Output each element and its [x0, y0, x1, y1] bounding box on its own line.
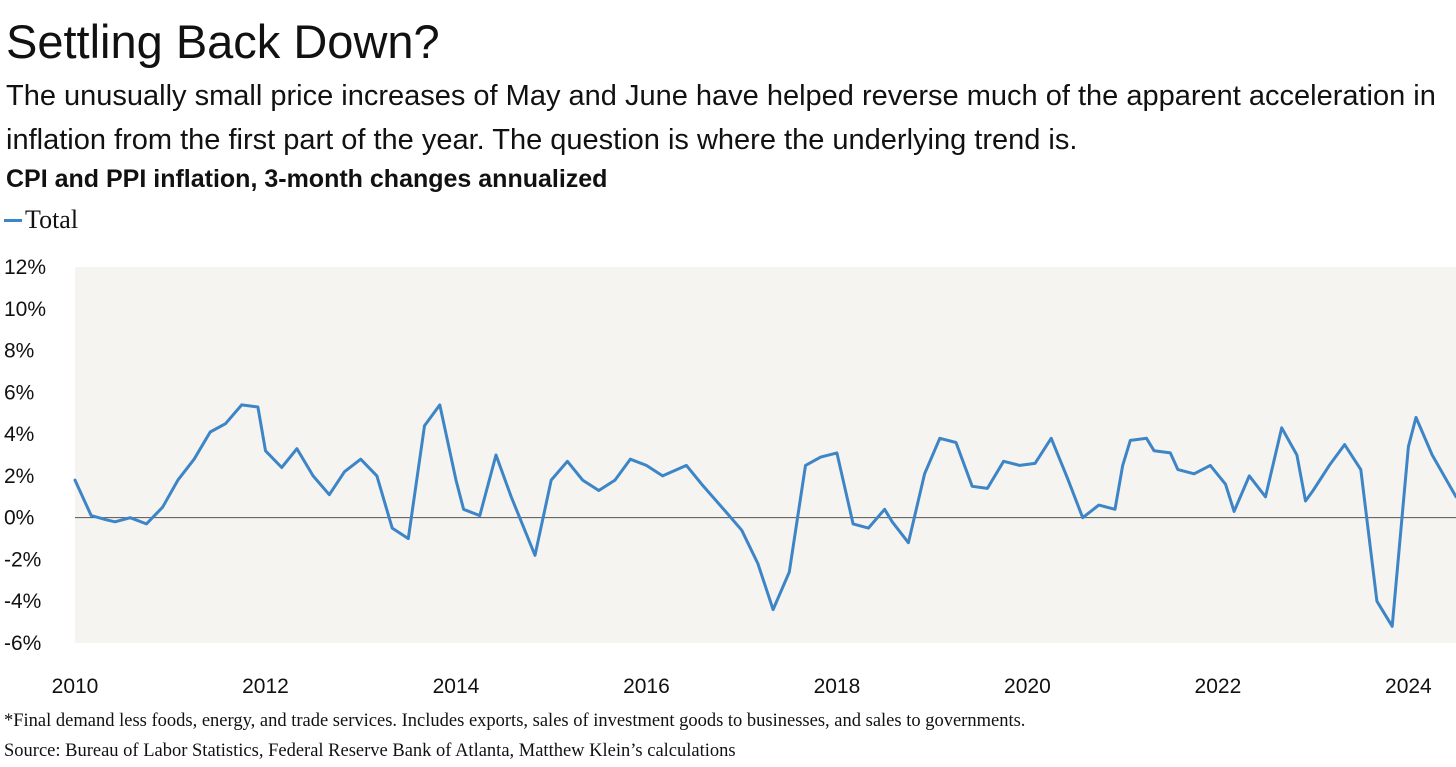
y-tick-label: -4% — [4, 590, 41, 613]
x-tick-label: 2016 — [623, 675, 670, 698]
y-tick-label: 10% — [4, 298, 46, 321]
x-tick-label: 2024 — [1385, 675, 1432, 698]
line-chart: -6% -4% -2% 0% 2% 4% 6% 8% 10% 12% 2010 2012 2014 201… — [4, 256, 1456, 698]
source-text: Source: Bureau of Labor Statistics, Fede… — [4, 741, 736, 761]
x-tick-label: 2014 — [433, 675, 480, 698]
page-title: Settling Back Down? — [6, 15, 440, 68]
x-tick-label: 2010 — [52, 675, 99, 698]
y-tick-label: 8% — [4, 340, 34, 363]
y-tick-label: 12% — [4, 256, 46, 279]
y-tick-label: -2% — [4, 548, 41, 571]
y-tick-label: 6% — [4, 381, 34, 404]
y-tick-label: 2% — [4, 465, 34, 488]
x-tick-label: 2012 — [242, 675, 289, 698]
legend-label-total: Total — [25, 205, 79, 234]
x-tick-label: 2018 — [814, 675, 861, 698]
footnote-text: *Final demand less foods, energy, and tr… — [4, 711, 1026, 731]
series-line-total — [73, 403, 1456, 628]
y-tick-label: 4% — [4, 423, 34, 446]
chart-footnote: *Final demand less foods, energy, and tr… — [4, 706, 1025, 766]
plot-area — [75, 267, 1456, 643]
x-tick-label: 2020 — [1004, 675, 1051, 698]
y-tick-label: -6% — [4, 632, 41, 655]
chart-title: CPI and PPI inflation, 3-month changes a… — [6, 165, 608, 193]
y-tick-label: 0% — [4, 507, 34, 530]
legend-item-total: Total — [4, 205, 78, 235]
chart-legend: Total — [4, 205, 78, 235]
x-tick-label: 2022 — [1195, 675, 1242, 698]
page-subtitle: The unusually small price increases of M… — [6, 80, 1436, 156]
legend-swatch-total — [4, 218, 22, 222]
